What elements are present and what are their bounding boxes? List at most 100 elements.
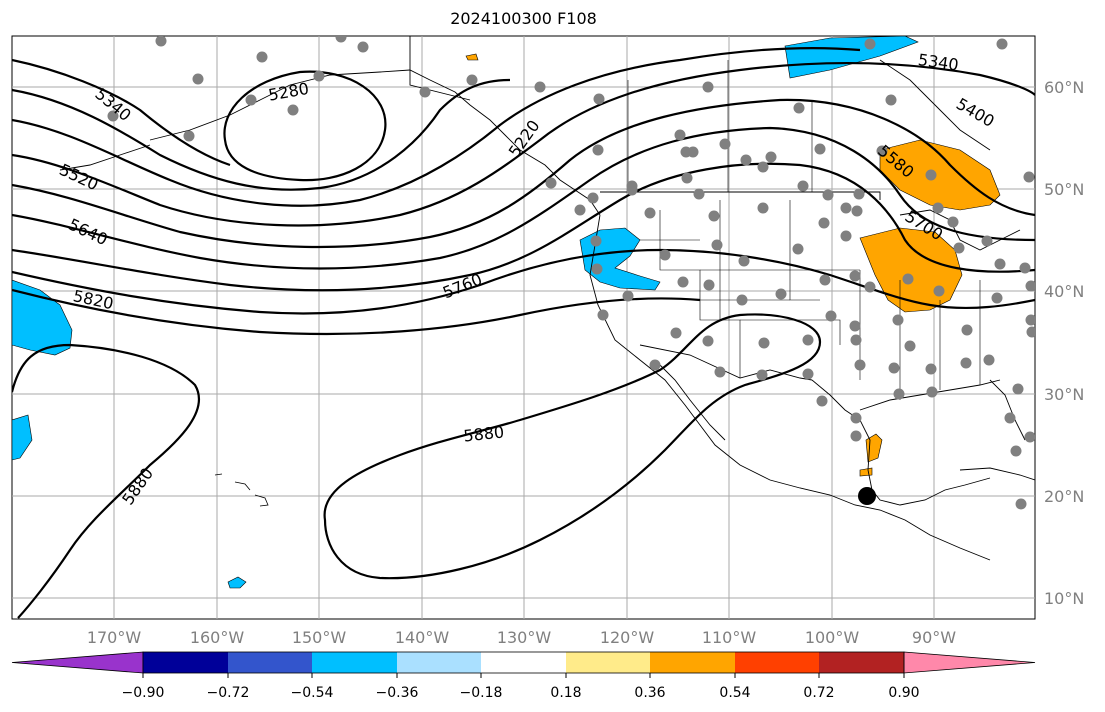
station-dot	[850, 430, 862, 442]
station-dot	[590, 235, 602, 247]
station-dot	[419, 86, 431, 98]
hawaii-islands	[214, 473, 269, 507]
station-dot	[593, 93, 605, 105]
station-dot	[591, 263, 603, 275]
colorbar-segment	[566, 652, 650, 673]
station-dot	[825, 310, 837, 322]
station-dot	[953, 242, 965, 254]
station-dot	[947, 216, 959, 228]
colorbar-segment	[903, 651, 1036, 674]
colorbar	[11, 651, 1036, 678]
station-dot	[155, 36, 167, 47]
contour-5880-east	[323, 313, 822, 580]
station-dot	[816, 395, 828, 407]
blue-region-north-canada	[784, 36, 919, 79]
station-dot	[592, 144, 604, 156]
station-dot	[644, 207, 656, 219]
station-dot	[659, 249, 671, 261]
contour-label: 5880	[463, 422, 505, 445]
station-dot	[850, 412, 862, 424]
station-dot	[981, 235, 993, 247]
colorbar-tick-label: −0.90	[122, 685, 165, 701]
station-dot	[864, 38, 876, 50]
station-dot	[757, 202, 769, 214]
station-dot	[893, 388, 905, 400]
station-dot	[335, 36, 347, 43]
lat-label: 20°N	[1044, 487, 1084, 506]
blue-region-west-edge	[12, 279, 73, 356]
station-dot	[313, 70, 325, 82]
station-dot	[960, 357, 972, 369]
cuba	[959, 467, 1035, 481]
station-dot	[708, 210, 720, 222]
station-dot	[1019, 262, 1031, 274]
station-dot	[736, 294, 748, 306]
florida	[989, 379, 1026, 441]
station-dot	[840, 230, 852, 242]
colorbar-segment	[397, 652, 481, 673]
lon-label: 110°W	[702, 628, 757, 647]
us-mexico-border	[639, 344, 813, 381]
station-dot	[674, 129, 686, 141]
great-lakes	[899, 209, 1021, 251]
station-dot	[933, 285, 945, 297]
colorbar-segment	[312, 652, 397, 673]
station-dot	[802, 334, 814, 346]
station-dot	[738, 255, 750, 267]
station-dot	[587, 192, 599, 204]
station-dot	[681, 172, 693, 184]
station-dot	[703, 279, 715, 291]
station-dot	[287, 104, 299, 116]
station-dot	[245, 94, 257, 106]
station-dot	[892, 314, 904, 326]
station-dot	[192, 73, 204, 85]
lon-label: 160°W	[190, 628, 245, 647]
station-dot	[902, 273, 914, 285]
station-dot	[574, 204, 586, 216]
station-dot	[850, 334, 862, 346]
colorbar-segment	[819, 652, 904, 673]
lat-label: 30°N	[1044, 385, 1084, 404]
colorbar-tick-label: 0.90	[888, 685, 919, 701]
contour-5820	[12, 288, 701, 336]
contour-5760	[12, 248, 1035, 315]
lon-label: 120°W	[600, 628, 655, 647]
station-dot	[758, 337, 770, 349]
station-dot	[626, 184, 638, 196]
station-dot	[1012, 383, 1024, 395]
contour-5400-west	[12, 78, 511, 191]
lon-label: 170°W	[87, 628, 142, 647]
aleutians	[59, 144, 151, 171]
colorbar-tick-label: −0.54	[291, 685, 334, 701]
station-dot	[819, 274, 831, 286]
station-dot	[597, 309, 609, 321]
station-dot	[994, 258, 1006, 270]
contour-5340-west	[12, 58, 231, 167]
station-dot	[765, 151, 777, 163]
station-dot	[818, 217, 830, 229]
colorbar-tick-label: 0.18	[550, 685, 581, 701]
station-dot	[814, 143, 826, 155]
station-dot	[466, 74, 478, 86]
station-dot	[925, 169, 937, 181]
negative-anomaly-regions	[12, 36, 919, 589]
contour-5880-west	[12, 343, 201, 619]
colorbar-tick-label: −0.36	[376, 685, 419, 701]
station-dot	[775, 288, 787, 300]
blue-region-hawaii	[227, 576, 247, 589]
lat-label: 10°N	[1044, 589, 1084, 608]
station-dot	[756, 369, 768, 381]
lon-label: 130°W	[497, 628, 552, 647]
storm-center-marker	[858, 487, 876, 505]
station-dot	[107, 110, 119, 122]
alaska-coast	[149, 69, 601, 216]
orange-region-alaska	[465, 53, 479, 61]
contour-5460	[12, 46, 861, 207]
station-dot	[1025, 314, 1035, 326]
station-dot	[1024, 431, 1035, 443]
colorbar-tick-labels: −0.90 −0.72 −0.54 −0.36 −0.18 0.18 0.36 …	[122, 685, 920, 701]
station-dot	[719, 138, 731, 150]
station-dot	[1010, 445, 1022, 457]
station-dot	[677, 276, 689, 288]
